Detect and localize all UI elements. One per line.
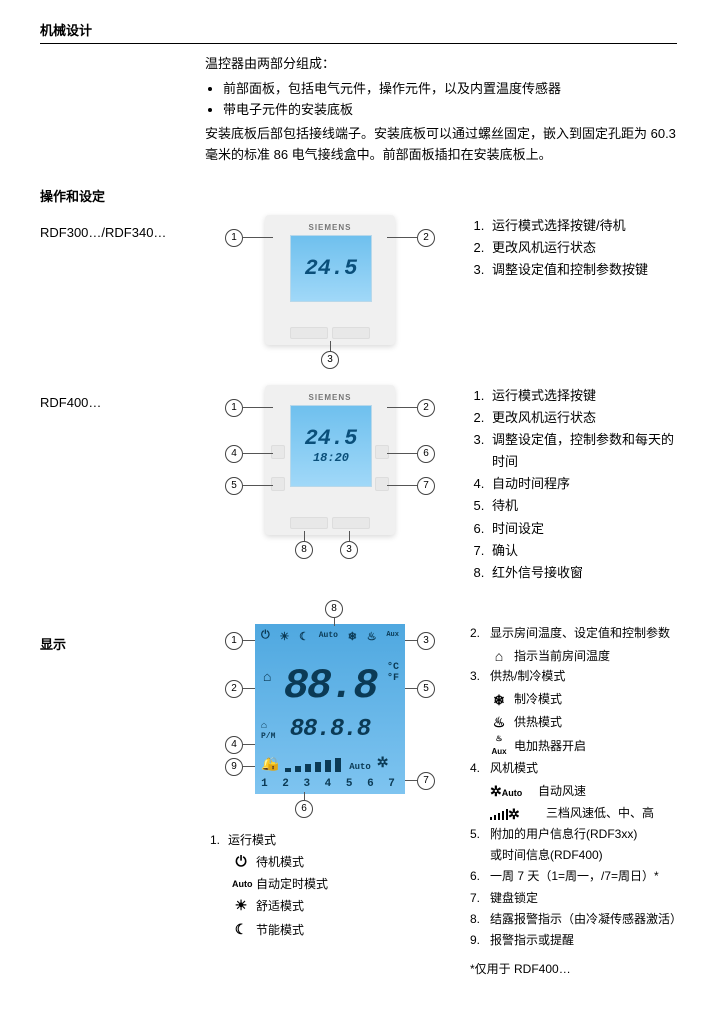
mode-header: 运行模式	[228, 833, 276, 847]
d1-item1: 运行模式选择按键/待机	[488, 215, 677, 237]
intro-line2: 安装底板后部包括接线端子。安装底板可以通过螺丝固定，嵌入到固定孔距为 60.3 …	[205, 124, 677, 166]
lcd-big-digits: 88.8	[255, 662, 405, 710]
lcd-display: ⏻☀☾Auto❄♨Aux ⌂ 88.8 °C°F ⌂P/M 88.8.8 🔔 🔒	[255, 624, 405, 794]
strip-buttons-1	[290, 327, 370, 339]
model-label-2: RDF400…	[40, 385, 200, 410]
dr-3-heat: 供热模式	[514, 713, 677, 732]
lcd-c2: 2	[225, 680, 243, 698]
callout-2-1: 1	[225, 399, 243, 417]
d2-item8: 红外信号接收窗	[488, 562, 677, 584]
d2-item5: 待机	[488, 495, 677, 517]
lcd-c7: 7	[417, 772, 435, 790]
house-icon: ⌂	[490, 645, 508, 667]
aux-icon: ♨Aux	[490, 733, 508, 759]
d2-item2: 更改风机运行状态	[488, 407, 677, 429]
fan-auto-icon: ✲Auto	[490, 780, 532, 802]
callout-1-1: 1	[225, 229, 243, 247]
dr-4: 风机模式	[490, 759, 677, 778]
lcd-small-digits: 88.8.8	[255, 716, 405, 743]
lcd-top-icons: ⏻☀☾Auto❄♨Aux	[261, 630, 399, 644]
intro-bullet2: 带电子元件的安装底板	[223, 100, 677, 121]
strip-buttons-2	[290, 517, 370, 529]
mode-standby: 待机模式	[256, 852, 304, 872]
mode-eco: 节能模式	[256, 920, 304, 940]
callout-2-6: 6	[417, 445, 435, 463]
fan-speed-icon: ✲	[490, 803, 540, 825]
d2-item3: 调整设定值，控制参数和每天的时间	[488, 429, 677, 473]
dr-3: 供热/制冷模式	[490, 667, 677, 686]
d2-item1: 运行模式选择按键	[488, 385, 677, 407]
display-legend: 2.显示房间温度、设定值和控制参数 ⌂指示当前房间温度 3.供热/制冷模式 ❄制…	[460, 624, 677, 979]
dr-6: 一周 7 天（1=周一，/7=周日）*	[490, 867, 677, 886]
section-title-display: 显示	[40, 624, 200, 653]
dr-2-sub: 指示当前房间温度	[514, 647, 677, 666]
device1-desc: 运行模式选择按键/待机 更改风机运行状态 调整设定值和控制参数按键	[460, 215, 677, 281]
device2-desc: 运行模式选择按键 更改风机运行状态 调整设定值，控制参数和每天的时间 自动时间程…	[460, 385, 677, 584]
mode-comfort: 舒适模式	[256, 896, 304, 916]
lcd-c4: 4	[225, 736, 243, 754]
d2-item6: 时间设定	[488, 518, 677, 540]
callout-2-8: 8	[295, 541, 313, 559]
screen-time-2: 18:20	[313, 451, 349, 465]
lcd-c9: 9	[225, 758, 243, 776]
dr-5a: 附加的用户信息行(RDF3xx)	[490, 825, 677, 844]
callout-2-2: 2	[417, 399, 435, 417]
callout-1-2: 2	[417, 229, 435, 247]
lcd-deg: °C°F	[387, 662, 399, 684]
lcd-days: 1 2 3 4 5 6 7	[255, 778, 405, 790]
comfort-icon: ☀	[232, 894, 250, 918]
section-title-operate: 操作和设定	[40, 186, 677, 205]
d2-item4: 自动时间程序	[488, 473, 677, 495]
d1-item2: 更改风机运行状态	[488, 237, 677, 259]
callout-2-7: 7	[417, 477, 435, 495]
section-title-mechdesign: 机械设计	[40, 20, 677, 44]
intro-block: 温控器由两部分组成： 前部面板，包括电气元件，操作元件，以及内置温度传感器 带电…	[205, 54, 677, 166]
heat-icon: ♨	[490, 711, 508, 733]
lcd-fan-bars: 🔒 Auto ✲	[265, 755, 395, 772]
dr-5b: 或时间信息(RDF400)	[490, 846, 677, 865]
brand-2: SIEMENS	[265, 393, 395, 402]
device-rdf400: SIEMENS 24.5 18:20	[265, 385, 395, 535]
d2-item7: 确认	[488, 540, 677, 562]
intro-line1: 温控器由两部分组成：	[205, 54, 677, 75]
intro-bullet1: 前部面板，包括电气元件，操作元件，以及内置温度传感器	[223, 79, 677, 100]
dr-7: 键盘锁定	[490, 889, 677, 908]
mode-list: 1.运行模式 ⏻待机模式 Auto自动定时模式 ☀舒适模式 ☾节能模式	[210, 830, 328, 942]
dr-note: *仅用于 RDF400…	[470, 960, 677, 979]
standby-icon: ⏻	[232, 850, 250, 874]
brand-1: SIEMENS	[265, 223, 395, 232]
cool-icon: ❄	[490, 689, 508, 711]
mode-auto: 自动定时模式	[256, 874, 328, 894]
dr-4-auto: 自动风速	[538, 782, 677, 801]
dr-4-speed: 三档风速低、中、高	[546, 804, 677, 823]
lcd-c1: 1	[225, 632, 243, 650]
dr-9: 报警指示或提醒	[490, 931, 677, 950]
dr-8: 结露报警指示（由冷凝传感器激活）	[490, 910, 677, 929]
screen-temp-2: 24.5	[305, 426, 358, 451]
dr-2: 显示房间温度、设定值和控制参数	[490, 624, 677, 643]
screen-temp-1: 24.5	[305, 256, 358, 281]
callout-2-4: 4	[225, 445, 243, 463]
eco-icon: ☾	[232, 918, 250, 942]
lcd-c6: 6	[295, 800, 313, 818]
callout-2-3: 3	[340, 541, 358, 559]
d1-item3: 调整设定值和控制参数按键	[488, 259, 677, 281]
lcd-c3: 3	[417, 632, 435, 650]
dr-3-cool: 制冷模式	[514, 690, 677, 709]
dr-3-aux: 电加热器开启	[514, 737, 677, 756]
lcd-c5: 5	[417, 680, 435, 698]
callout-2-5: 5	[225, 477, 243, 495]
model-label-1: RDF300…/RDF340…	[40, 215, 200, 240]
device-rdf300: SIEMENS 24.5	[265, 215, 395, 345]
auto-icon: Auto	[232, 877, 250, 892]
